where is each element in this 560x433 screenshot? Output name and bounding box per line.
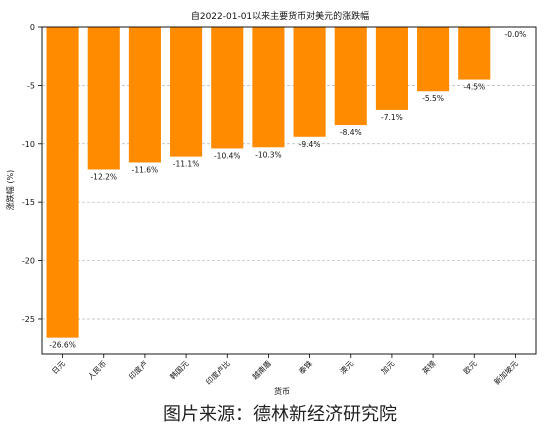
y-tick-label: -10: [22, 140, 35, 149]
bar-value-label: -10.4%: [214, 151, 241, 160]
y-tick-label: -20: [22, 257, 35, 266]
bar: [375, 27, 408, 110]
bar: [170, 27, 203, 157]
bar-value-label: -26.6%: [49, 341, 76, 350]
y-tick-label: -25: [22, 315, 35, 324]
x-tick-label: 越南盾: [250, 358, 273, 381]
bar-value-label: -0.0%: [505, 30, 527, 39]
x-axis-label: 货币: [274, 386, 290, 396]
bar: [211, 27, 244, 149]
bar-value-label: -4.5%: [463, 83, 485, 92]
plot-frame: [41, 26, 537, 355]
x-tick-label: 新加坡元: [492, 358, 521, 387]
y-axis-label: 涨跌幅 (%): [5, 170, 15, 210]
bar-chart-svg: 自2022-01-01以来主要货币对美元的涨跌幅 涨跌幅 (%) 货币 -26.…: [5, 10, 537, 396]
x-tick-label: 韩国元: [168, 358, 191, 381]
y-tick-label: -5: [27, 81, 35, 90]
bar-value-label: -12.2%: [90, 172, 117, 181]
x-tick-label: 英镑: [420, 358, 438, 376]
x-tick-label: 泰铢: [296, 358, 314, 376]
chart-title: 自2022-01-01以来主要货币对美元的涨跌幅: [191, 10, 369, 22]
bars: [46, 27, 491, 338]
bar: [252, 27, 285, 148]
bar: [46, 27, 79, 338]
image-source-caption: 图片来源：德林新经济研究院: [163, 404, 397, 425]
bar-value-label: -7.1%: [381, 113, 403, 122]
x-tick-label: 人民币: [86, 359, 108, 381]
bar: [128, 27, 161, 163]
y-tick-label: 0: [30, 23, 35, 32]
bar-value-label: -11.6%: [132, 165, 159, 174]
bar-value-label: -5.5%: [422, 94, 444, 103]
bar: [293, 27, 326, 137]
bar: [417, 27, 450, 92]
bar-value-label: -8.4%: [340, 128, 362, 137]
x-tick-label: 日元: [50, 359, 67, 376]
x-tick-label: 加元: [379, 358, 397, 376]
bar-value-label: -11.1%: [173, 160, 200, 169]
x-tick-label: 欧元: [461, 358, 479, 376]
x-tick-label: 印度卢比: [203, 358, 232, 387]
bar: [334, 27, 367, 126]
bar-value-labels: -26.6% -12.2% -11.6% -11.1% -10.4% -10.3% -9.4…: [49, 30, 526, 350]
bar: [458, 27, 491, 80]
x-tick-label: 印度卢: [126, 358, 149, 381]
y-tick-label: -15: [22, 198, 35, 207]
x-tick-label: 澳元: [337, 358, 355, 376]
bar-value-label: -10.3%: [255, 150, 282, 159]
bar-value-label: -9.4%: [299, 140, 321, 149]
bar: [87, 27, 120, 170]
